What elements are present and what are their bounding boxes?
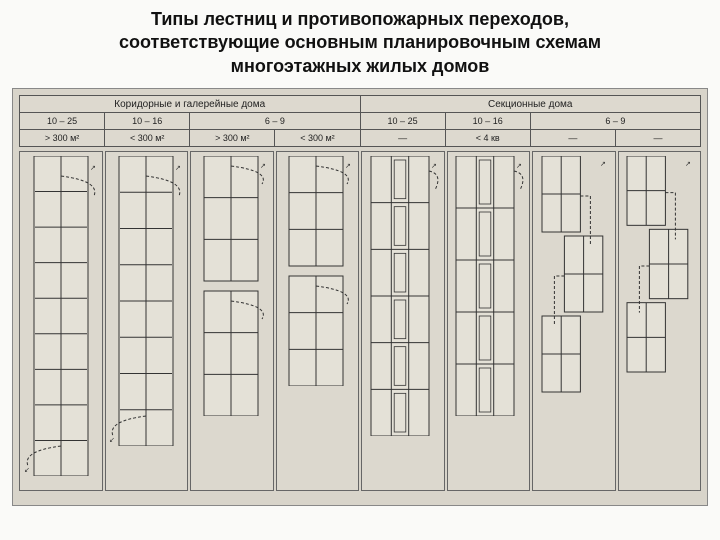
svg-text:↗: ↗: [90, 165, 96, 172]
floorplan-split-corridor: ↗: [196, 156, 268, 416]
floorplan-split-corridor: ↗: [281, 156, 353, 386]
floorplan-section: ↗: [450, 156, 526, 416]
row-floors: 10 – 25 10 – 16 6 – 9 10 – 25 10 – 16 6 …: [20, 113, 701, 130]
floorplan-section-stagger: ↗: [621, 156, 697, 376]
plan-column: ↗: [532, 151, 616, 491]
col-area: —: [360, 130, 445, 147]
col-floors: 6 – 9: [190, 113, 360, 130]
plan-column: ↗↙: [19, 151, 103, 491]
col-floors: 6 – 9: [530, 113, 700, 130]
col-area: —: [530, 130, 615, 147]
svg-text:↙: ↙: [24, 467, 30, 474]
col-area: < 300 м²: [275, 130, 360, 147]
col-area: > 300 м²: [190, 130, 275, 147]
col-area: < 300 м²: [105, 130, 190, 147]
svg-text:↗: ↗: [685, 161, 691, 168]
floorplan-tall-corridor: ↗↙: [109, 156, 183, 446]
plan-column: ↗: [190, 151, 274, 491]
diagram-sheet: Коридорные и галерейные дома Секционные …: [12, 88, 708, 506]
col-floors: 10 – 25: [360, 113, 445, 130]
col-area: < 4 кв: [445, 130, 530, 147]
page-title: Типы лестниц и противопожарных переходов…: [80, 8, 640, 78]
svg-text:↗: ↗: [600, 161, 606, 168]
plan-column: ↗: [447, 151, 531, 491]
col-area: > 300 м²: [20, 130, 105, 147]
plan-column: ↗: [618, 151, 702, 491]
col-floors: 10 – 16: [105, 113, 190, 130]
row-area: > 300 м² < 300 м² > 300 м² < 300 м² — < …: [20, 130, 701, 147]
svg-text:↗: ↗: [260, 163, 266, 170]
svg-text:↗: ↗: [175, 165, 181, 172]
col-area: —: [615, 130, 700, 147]
plan-column: ↗: [361, 151, 445, 491]
col-floors: 10 – 25: [20, 113, 105, 130]
header-table: Коридорные и галерейные дома Секционные …: [19, 95, 701, 147]
floorplan-section-stagger: ↗: [536, 156, 612, 396]
plan-column: ↗: [276, 151, 360, 491]
svg-text:↙: ↙: [109, 437, 115, 444]
floorplan-section: ↗: [365, 156, 441, 436]
plan-column: ↗↙: [105, 151, 189, 491]
svg-text:↗: ↗: [345, 163, 351, 170]
plans-row: ↗↙ ↗↙ ↗↗↗↗↗↗: [19, 151, 701, 491]
col-floors: 10 – 16: [445, 113, 530, 130]
category-right: Секционные дома: [360, 96, 701, 113]
floorplan-tall-corridor: ↗↙: [24, 156, 98, 476]
svg-text:↗: ↗: [516, 163, 522, 170]
category-left: Коридорные и галерейные дома: [20, 96, 361, 113]
svg-text:↗: ↗: [431, 163, 437, 170]
